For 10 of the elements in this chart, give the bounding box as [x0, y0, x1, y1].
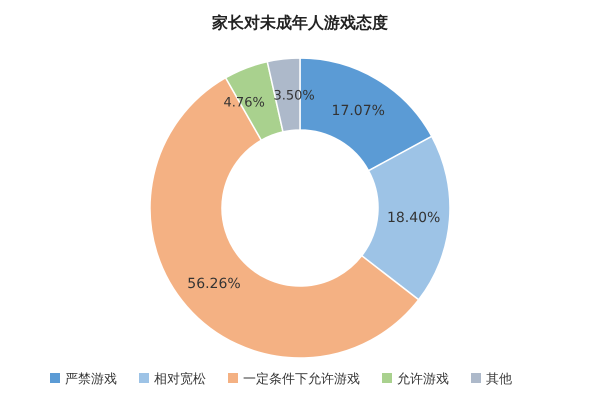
chart-title: 家长对未成年人游戏态度	[211, 13, 388, 32]
data-label: 3.50%	[273, 88, 315, 104]
legend-label: 其他	[486, 372, 512, 387]
legend-label: 严禁游戏	[65, 372, 117, 387]
legend-label: 允许游戏	[397, 372, 449, 387]
data-label: 17.07%	[332, 103, 385, 120]
data-label: 56.26%	[187, 276, 241, 292]
legend-label: 相对宽松	[154, 371, 206, 387]
data-label: 18.40%	[386, 210, 440, 226]
legend-label: 一定条件下允许游戏	[243, 372, 360, 387]
